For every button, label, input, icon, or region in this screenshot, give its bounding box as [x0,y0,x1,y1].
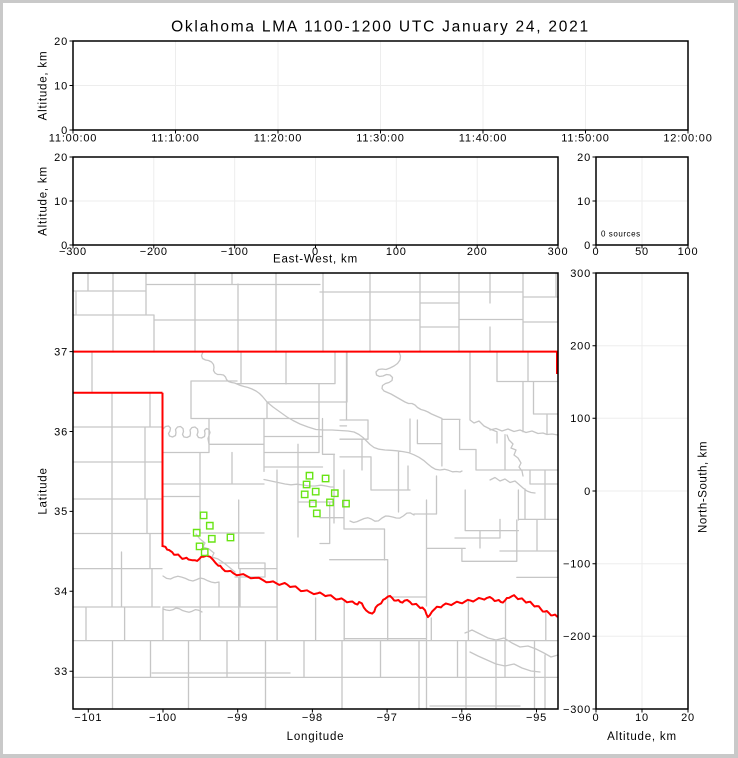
svg-text:0: 0 [61,125,68,137]
svg-text:Longitude: Longitude [287,731,345,743]
svg-text:−101: −101 [74,712,102,724]
svg-text:34: 34 [54,586,68,598]
svg-text:11:20:00: 11:20:00 [254,133,302,145]
svg-text:100: 100 [678,246,699,258]
svg-text:11:00:00: 11:00:00 [49,133,97,145]
svg-text:−96: −96 [451,712,472,724]
svg-text:−100: −100 [563,559,591,571]
svg-text:−100: −100 [149,712,177,724]
svg-text:200: 200 [467,246,488,258]
svg-text:20: 20 [54,152,68,164]
svg-text:−300: −300 [563,704,591,716]
svg-text:100: 100 [386,246,407,258]
svg-text:East-West, km: East-West, km [273,254,358,266]
svg-text:Oklahoma LMA 1100-1200 UTC Jan: Oklahoma LMA 1100-1200 UTC January 24, 2… [171,19,590,36]
svg-text:−100: −100 [221,246,249,258]
svg-text:−200: −200 [563,631,591,643]
svg-text:0: 0 [312,246,319,258]
svg-text:−200: −200 [140,246,168,258]
svg-text:10: 10 [577,196,591,208]
svg-text:North-South, km: North-South, km [698,441,710,533]
svg-text:0: 0 [584,486,591,498]
svg-text:Latitude: Latitude [38,467,50,514]
svg-text:10: 10 [54,80,68,92]
svg-text:100: 100 [570,413,591,425]
svg-text:0 sources: 0 sources [601,230,641,239]
svg-text:0: 0 [61,240,68,252]
svg-text:12:00:00: 12:00:00 [663,133,712,145]
svg-text:20: 20 [54,36,68,48]
svg-text:11:30:00: 11:30:00 [356,133,404,145]
svg-text:200: 200 [570,341,591,353]
svg-text:−95: −95 [526,712,547,724]
svg-text:11:50:00: 11:50:00 [561,133,609,145]
svg-text:20: 20 [681,712,695,724]
svg-text:−300: −300 [59,246,87,258]
svg-text:35: 35 [54,506,68,518]
svg-text:11:10:00: 11:10:00 [151,133,199,145]
svg-text:37: 37 [54,346,68,358]
svg-text:50: 50 [635,246,649,258]
svg-text:−97: −97 [377,712,398,724]
svg-text:Altitude, km: Altitude, km [38,51,50,121]
svg-text:Altitude, km: Altitude, km [38,166,50,236]
svg-text:11:40:00: 11:40:00 [459,133,507,145]
svg-text:−98: −98 [302,712,323,724]
svg-text:36: 36 [54,426,68,438]
svg-text:0: 0 [584,240,591,252]
svg-text:0: 0 [593,712,600,724]
svg-text:300: 300 [570,268,591,280]
svg-text:Altitude, km: Altitude, km [607,731,677,743]
svg-text:−99: −99 [227,712,248,724]
svg-text:33: 33 [54,666,68,678]
svg-text:10: 10 [635,712,649,724]
svg-text:0: 0 [593,246,600,258]
svg-text:300: 300 [548,246,569,258]
svg-text:10: 10 [54,196,68,208]
svg-text:20: 20 [577,152,591,164]
